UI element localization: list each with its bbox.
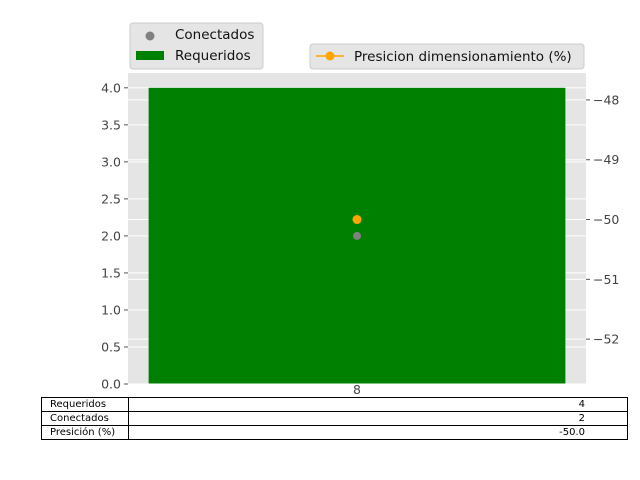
y-tick-label: 3.0	[101, 154, 121, 169]
legend-swatch-requeridos	[136, 51, 164, 60]
legend-marker-conectados	[145, 31, 155, 41]
legend-label-precision: Presicion dimensionamiento (%)	[354, 49, 572, 65]
scatter-point	[353, 231, 361, 240]
y-tick-label: 2.0	[101, 228, 121, 243]
legend-marker-precision	[325, 51, 335, 61]
y-tick-label: 0.5	[101, 339, 121, 354]
y-axis-left: 0.0 0.5 1.0 1.5 2.0 2.5 3.0 3.5 4.0	[101, 80, 128, 392]
table-row: Requeridos 4	[41, 397, 628, 412]
y2-tick-label: −52	[593, 332, 619, 347]
x-tick-label: 8	[353, 382, 361, 397]
table-row: Presición (%) -50.0	[41, 425, 628, 440]
y-tick-label: 1.0	[101, 302, 121, 317]
table-cell: -50.0	[128, 425, 628, 440]
legend-label-conectados: Conectados	[175, 27, 254, 43]
y2-tick-label: −49	[593, 152, 619, 167]
line-point	[352, 215, 362, 225]
y-tick-label: 2.5	[101, 191, 121, 206]
y2-tick-label: −50	[593, 212, 619, 227]
y-tick-label: 1.5	[101, 265, 121, 280]
y-tick-label: 3.5	[101, 117, 121, 132]
table-row-label: Presición (%)	[41, 425, 129, 440]
data-table: Requeridos 4 Conectados 2 Presición (%) …	[41, 397, 628, 440]
table-cell: 4	[128, 397, 628, 412]
y2-tick-label: −48	[593, 92, 619, 107]
legend-left: Conectados Requeridos	[129, 22, 264, 70]
table-row: Conectados 2	[41, 411, 628, 426]
y-tick-label: 4.0	[101, 80, 121, 95]
table-row-label: Requeridos	[41, 397, 129, 412]
table-cell: 2	[128, 411, 628, 426]
legend-label-requeridos: Requeridos	[175, 48, 251, 64]
y2-tick-label: −51	[593, 272, 619, 287]
y-axis-right: −48 −49 −50 −51 −52	[586, 92, 619, 347]
legend-right: Presicion dimensionamiento (%)	[309, 43, 585, 70]
table-row-label: Conectados	[41, 411, 129, 426]
markers	[352, 215, 362, 240]
y-tick-label: 0.0	[101, 377, 121, 392]
